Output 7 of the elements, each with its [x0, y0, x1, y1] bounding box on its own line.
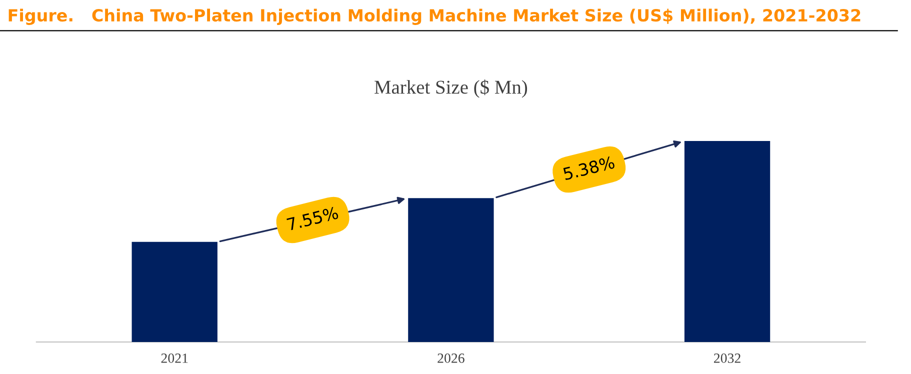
annotation: 7.55%	[286, 206, 339, 231]
x-tick-label: 2026	[438, 354, 464, 363]
annotation: 5.38%	[562, 156, 616, 180]
chart-subtitle: Market Size ($ Mn)	[374, 80, 528, 98]
x-tick-label: 2021	[161, 354, 188, 363]
chart-title: Figure. China Two-Platen Injection Molding Machine Market Size (US$ Million), 2021-2032	[8, 8, 860, 25]
x-tick-label: 2032	[714, 354, 740, 363]
